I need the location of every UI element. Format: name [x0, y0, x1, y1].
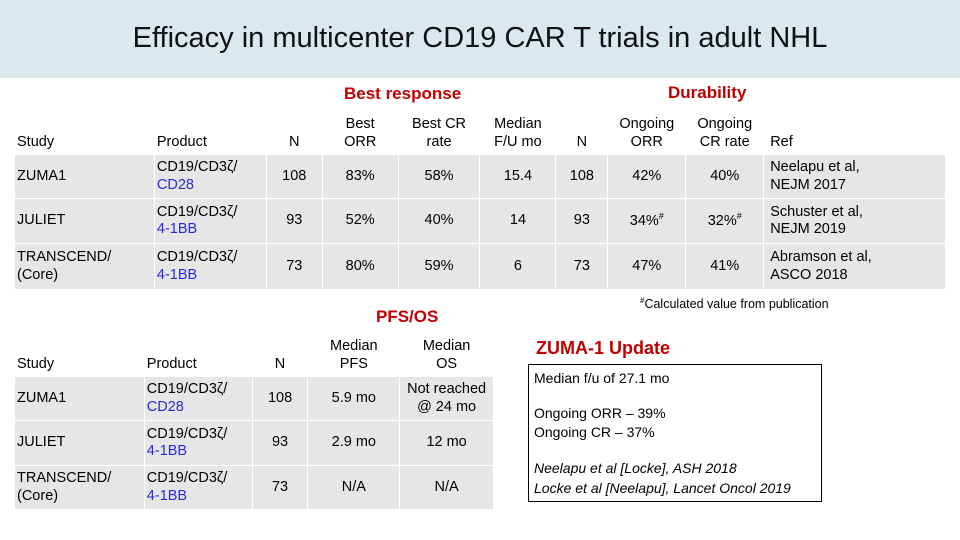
os-cell: Not reached @ 24 mo	[399, 376, 494, 421]
median-fu-cell: 14	[479, 198, 557, 244]
ongoing-orr-cell: 34%#	[607, 198, 687, 244]
header-median-fu: Median F/U mo	[479, 108, 557, 155]
footnote: #Calculated value from publication	[640, 296, 829, 311]
n-cell: 73	[265, 243, 323, 290]
superscript-mark: #	[736, 211, 742, 222]
update-ongoing-cr: Ongoing CR – 37%	[534, 424, 655, 440]
header-best-cr: Best CR rate	[397, 108, 481, 155]
n-cell: 108	[251, 376, 309, 421]
ref-cell: Abramson et al, ASCO 2018	[763, 243, 946, 290]
header-product: Product	[143, 330, 253, 377]
header-ref: Ref	[763, 108, 946, 155]
header-product: Product	[153, 108, 267, 155]
zuma1-update-box: Median f/u of 27.1 mo Ongoing ORR – 39% …	[528, 364, 822, 502]
table-row: TRANSCEND/(Core) CD19/CD3ζ/4-1BB 73 N/A …	[14, 465, 494, 510]
header-study: Study	[14, 330, 145, 377]
study-cell: TRANSCEND/(Core)	[14, 243, 155, 290]
best-response-label: Best response	[344, 84, 462, 103]
n2-cell: 73	[555, 243, 609, 290]
table-header-row: Study Product N Best ORR Best CR rate Medi…	[14, 108, 946, 155]
pfs-os-table: Study Product N Median PFS Median OS ZUMA1…	[14, 330, 494, 510]
median-fu-cell: 6	[479, 243, 557, 290]
product-cell: CD19/CD3ζ/CD28	[153, 154, 267, 199]
table-row: JULIET CD19/CD3ζ/4-1BB 93 52% 40% 14 93 …	[14, 198, 946, 244]
update-median-fu: Median f/u of 27.1 mo	[534, 370, 670, 386]
zuma1-update-title: ZUMA-1 Update	[536, 338, 670, 358]
header-n: N	[265, 108, 323, 155]
os-cell: 12 mo	[399, 420, 494, 466]
header-ongoing-cr: Ongoing CR rate	[685, 108, 765, 155]
durability-label: Durability	[668, 83, 747, 102]
pfs-os-label: PFS/OS	[376, 307, 439, 326]
header-study: Study	[14, 108, 155, 155]
table-row: ZUMA1 CD19/CD3ζ/CD28 108 83% 58% 15.4 10…	[14, 154, 946, 199]
ongoing-orr-cell: 47%	[607, 243, 687, 290]
efficacy-table: Study Product N Best ORR Best CR rate Medi…	[14, 108, 946, 290]
n-cell: 93	[251, 420, 309, 466]
table-row: TRANSCEND/(Core) CD19/CD3ζ/4-1BB 73 80% …	[14, 243, 946, 290]
product-cell: CD19/CD3ζ/4-1BB	[153, 198, 267, 244]
best-orr-cell: 80%	[321, 243, 399, 290]
header-n: N	[251, 330, 309, 377]
n2-cell: 108	[555, 154, 609, 199]
pfs-cell: 2.9 mo	[307, 420, 401, 466]
os-cell: N/A	[399, 465, 494, 510]
product-cell: CD19/CD3ζ/4-1BB	[153, 243, 267, 290]
header-ongoing-orr: Ongoing ORR	[607, 108, 687, 155]
best-orr-cell: 83%	[321, 154, 399, 199]
ref-cell: Neelapu et al, NEJM 2017	[763, 154, 946, 199]
n-cell: 73	[251, 465, 309, 510]
ongoing-cr-cell: 40%	[685, 154, 765, 199]
median-fu-cell: 15.4	[479, 154, 557, 199]
n-cell: 108	[265, 154, 323, 199]
product-cell: CD19/CD3ζ/CD28	[143, 376, 253, 421]
ongoing-cr-cell: 41%	[685, 243, 765, 290]
superscript-mark: #	[658, 211, 664, 222]
header-median-os: Median OS	[399, 330, 494, 377]
pfs-cell: N/A	[307, 465, 401, 510]
best-orr-cell: 52%	[321, 198, 399, 244]
study-cell: ZUMA1	[14, 376, 145, 421]
best-cr-cell: 40%	[397, 198, 481, 244]
slide-title: Efficacy in multicenter CD19 CAR T trial…	[132, 22, 828, 54]
update-ongoing-orr: Ongoing ORR – 39%	[534, 405, 666, 421]
best-cr-cell: 59%	[397, 243, 481, 290]
footnote-text: Calculated value from publication	[644, 297, 829, 312]
n-cell: 93	[265, 198, 323, 244]
product-cell: CD19/CD3ζ/4-1BB	[143, 465, 253, 510]
study-cell: JULIET	[14, 198, 155, 244]
ref-cell: Schuster et al, NEJM 2019	[763, 198, 946, 244]
table-row: JULIET CD19/CD3ζ/4-1BB 93 2.9 mo 12 mo	[14, 420, 494, 466]
table-row: ZUMA1 CD19/CD3ζ/CD28 108 5.9 mo Not reac…	[14, 376, 494, 421]
n2-cell: 93	[555, 198, 609, 244]
update-ref-1: Neelapu et al [Locke], ASH 2018	[534, 460, 737, 476]
pfs-cell: 5.9 mo	[307, 376, 401, 421]
header-best-orr: Best ORR	[321, 108, 399, 155]
study-cell: ZUMA1	[14, 154, 155, 199]
table-header-row: Study Product N Median PFS Median OS	[14, 330, 494, 377]
product-cell: CD19/CD3ζ/4-1BB	[143, 420, 253, 466]
best-cr-cell: 58%	[397, 154, 481, 199]
header-median-pfs: Median PFS	[307, 330, 401, 377]
update-ref-2: Locke et al [Neelapu], Lancet Oncol 2019	[534, 480, 791, 496]
ongoing-cr-cell: 32%#	[685, 198, 765, 244]
header-n2: N	[555, 108, 609, 155]
ongoing-orr-cell: 42%	[607, 154, 687, 199]
footnote-mark: #	[640, 296, 645, 305]
study-cell: JULIET	[14, 420, 145, 466]
title-band	[0, 0, 960, 78]
study-cell: TRANSCEND/(Core)	[14, 465, 145, 510]
